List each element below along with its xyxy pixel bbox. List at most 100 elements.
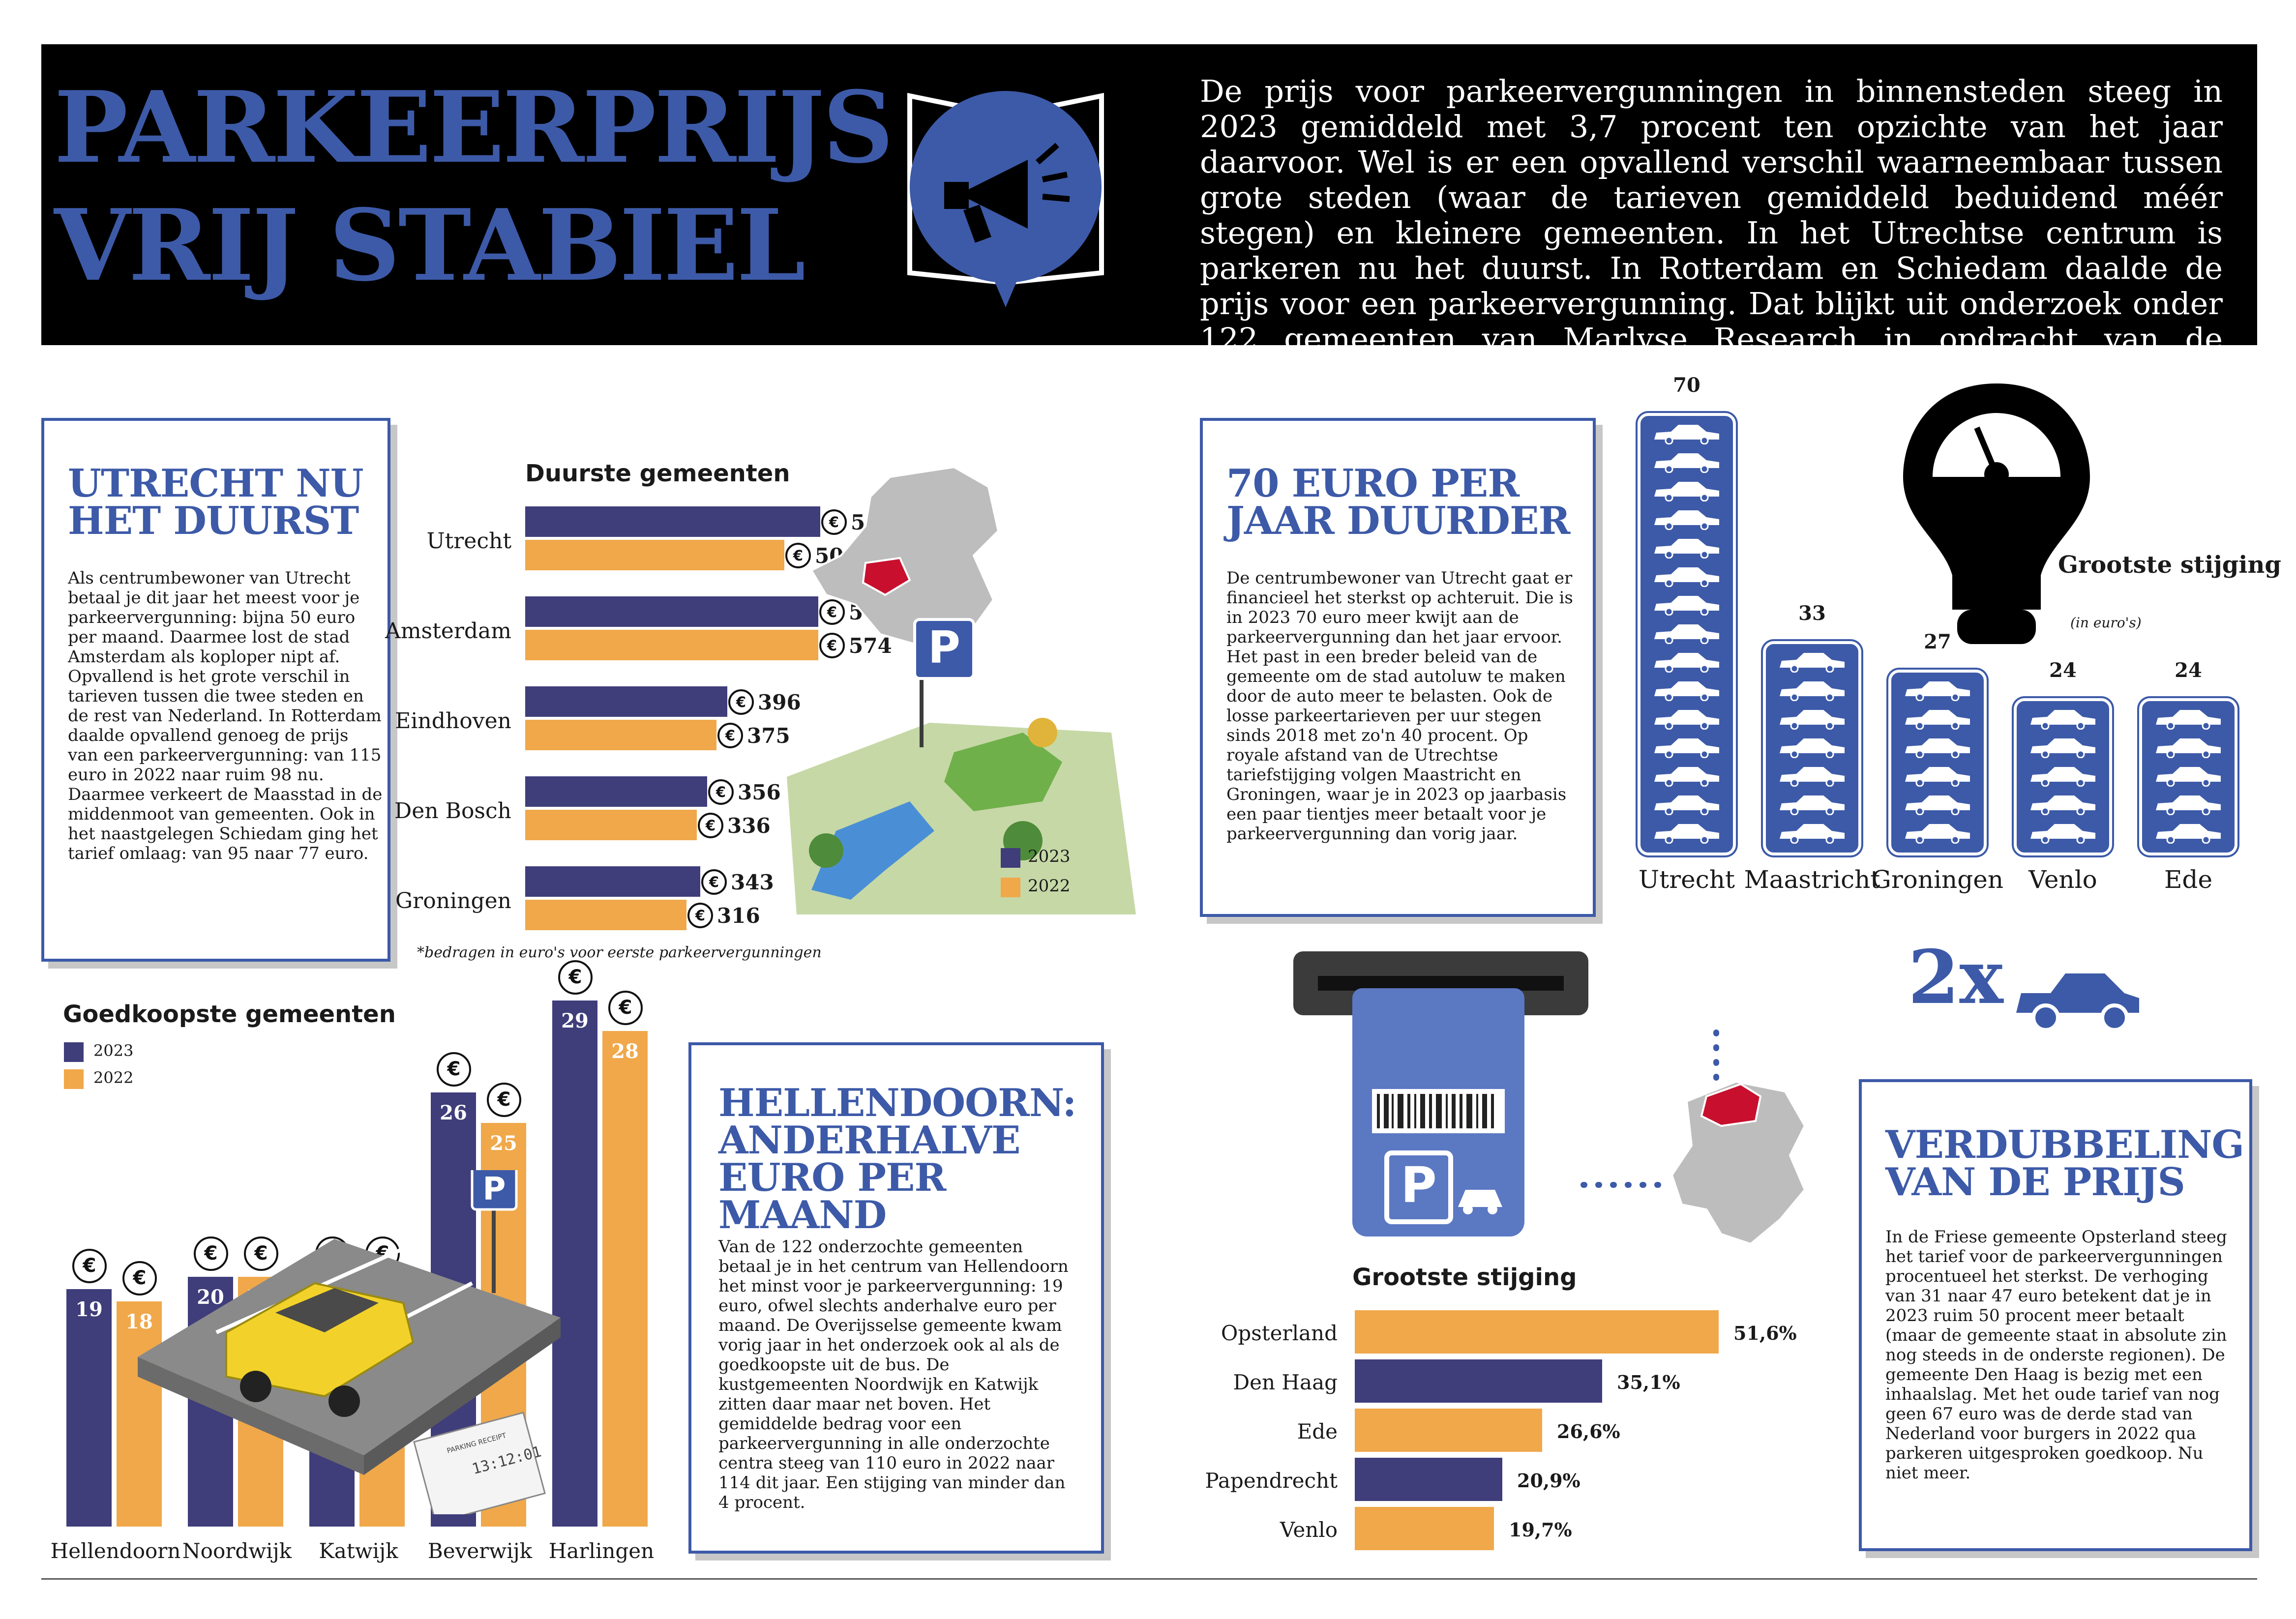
goedkoop-value-label: 25 [490,1132,517,1155]
hellendoorn-box-text: Van de 122 onderzochte gemeenten betaal … [718,1237,1069,1512]
page-title-line1: PARKEERPRIJS [54,70,894,185]
duurste-bar-2023 [525,866,700,897]
car-icon [1651,537,1722,559]
car-icon [2028,765,2098,787]
intro-text: De prijs voor parkeervergunningen in bin… [1200,73,2223,392]
euro-coin-icon: € [717,723,743,748]
goedkoop-category-label: Beverwijk [427,1539,533,1563]
chart-grootste-stijging-euro-unit: (in euro's) [2070,615,2142,631]
car-stack-column [1888,670,1987,855]
car-icon [1777,765,1848,787]
page-title: PARKEERPRIJS VRIJ STABIEL [54,69,894,305]
goedkoop-category-label: Harlingen [548,1539,655,1563]
euro-coin-icon: € [558,960,593,995]
netherlands-map-illustration: P [787,466,1136,914]
goedkoop-category-label: Hellendoorn [50,1539,181,1563]
stijging-pct-value-label: 26,6% [1557,1420,1620,1442]
stijging-pct-value-label: 51,6% [1733,1322,1797,1344]
car-stack-column [2139,698,2237,855]
car-icon [1902,708,1973,730]
car-icon [1651,508,1722,530]
euro70-box: 70 EURO PER JAAR DUURDER De centrumbewon… [1200,418,1596,917]
megaphone-book-icon [907,91,1104,307]
goedkoop-value-label: 19 [75,1298,103,1321]
euro-coin-icon: € [708,779,734,805]
goedkoop-value-label: 29 [561,1009,589,1032]
legend-goedkoop-2023-swatch [64,1042,84,1062]
utrecht-box: UTRECHT NU HET DUURST Als centrumbewoner… [41,418,390,962]
car-icon [1902,736,1973,759]
euro-coin-icon: € [72,1249,107,1283]
euro-coin-icon: € [728,689,754,715]
euro-coin-icon: € [608,991,643,1025]
car-icon [2153,822,2224,844]
double-label: 2x [1908,934,2003,1021]
stijging-pct-category-label: Venlo [1280,1518,1338,1542]
duurste-value-label: 336 [727,814,771,838]
stijging-euro-category-label: Maastricht [1744,865,1880,894]
duurste-bar-2022 [525,900,686,930]
car-icon [1651,765,1722,787]
car-icon [1651,708,1722,730]
car-icon [1777,708,1848,730]
car-stack-column [1763,641,1861,855]
yellow-car-parking-illustration: 13:12:01 PARKING RECEIPT P [138,1170,561,1514]
duurste-value-label: 316 [717,904,760,928]
goedkoop-value-label: 26 [440,1101,467,1124]
euro-coin-icon: € [687,903,713,928]
stijging-pct-bar [1355,1507,1494,1550]
car-icon [1902,765,1973,787]
chart-duurste-title: Duurste gemeenten [525,460,790,487]
car-icon [1651,565,1722,588]
car-icon [1902,679,1973,702]
utrecht-box-title: UTRECHT NU HET DUURST [68,461,364,543]
car-icon [1651,651,1722,673]
legend-2022-swatch [1001,878,1020,897]
car-icon [1902,822,1973,844]
stijging-euro-value-label: 33 [1798,602,1826,625]
stijging-pct-bar [1355,1409,1542,1452]
car-icon [1777,651,1848,673]
duurste-bar-2022 [525,720,716,750]
legend-goedkoop-2022-label: 2022 [93,1068,134,1087]
car-icon [1651,451,1722,473]
legend-2023-swatch [1001,848,1020,868]
stijging-pct-category-label: Den Haag [1233,1370,1338,1394]
stijging-pct-value-label: 19,7% [1509,1519,1572,1541]
stijging-pct-bar [1355,1359,1602,1403]
chart-grootste-stijging-euro-title: Grootste stijging [2058,551,2281,579]
car-icon [2153,736,2224,759]
car-icon [1777,736,1848,759]
goedkoop-bar-2023 [66,1289,112,1527]
car-icon [2153,708,2224,730]
bottom-divider [41,1578,2257,1580]
stijging-pct-bar [1355,1310,1719,1354]
barcode-icon [1377,1094,1494,1128]
car-icon [1651,622,1722,645]
verdubbeling-box-title: VERDUBBELING VAN DE PRIJS [1885,1122,2244,1205]
euro-coin-icon: € [437,1052,471,1087]
car-icon [1651,822,1722,844]
chart-duurste-footnote: *bedragen in euro's voor eerste parkeerv… [417,944,822,961]
stijging-pct-category-label: Papendrecht [1205,1469,1338,1493]
stijging-euro-value-label: 24 [2175,659,2202,682]
legend-2023-label: 2023 [1028,847,1071,866]
car-icon [1651,736,1722,759]
car-icon [2028,794,2098,816]
stijging-pct-bar [1355,1458,1502,1501]
hellendoorn-box-title: HELLENDOORN: ANDERHALVE EURO PER MAAND [718,1081,1076,1237]
euro-coin-icon: € [701,869,727,895]
car-icon [1651,679,1722,702]
goedkoop-category-label: Noordwijk [182,1539,292,1563]
parking-card-illustration: P [1293,951,1588,1236]
parking-meter-icon [1903,383,2090,644]
euro70-box-text: De centrumbewoner van Utrecht gaat er fi… [1226,568,1573,844]
parking-sign-letter: P [928,622,960,674]
legend-goedkoop-2023-label: 2023 [93,1041,134,1060]
duurste-bar-2022 [525,810,697,840]
car-icon [2028,736,2098,759]
car-icon [2153,794,2224,816]
car-icon [2016,973,2139,1032]
legend-goedkoop-2022-swatch [64,1069,84,1089]
euro70-box-title: 70 EURO PER JAAR DUURDER [1226,461,1570,543]
